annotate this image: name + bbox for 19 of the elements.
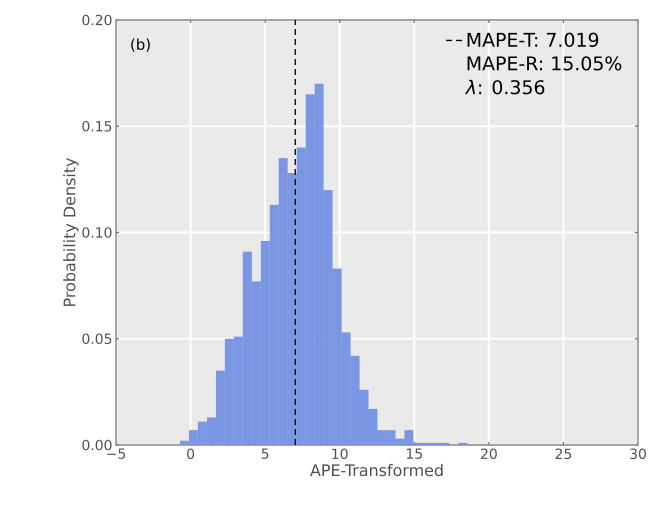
x-tick-label: 30 — [630, 448, 646, 460]
y-tick-label: 0.00 — [82, 440, 112, 450]
x-tick-label: 15 — [406, 448, 422, 459]
x-axis-title: APE-Transformed — [310, 464, 443, 476]
y-tick-label: 0.10 — [82, 227, 112, 238]
x-tick-label: 20 — [481, 448, 497, 460]
annotation: MAPE-R: 15.05% — [468, 56, 622, 71]
annotation: λ: 0.356 — [464, 80, 544, 94]
y-tick-label: 0.15 — [82, 120, 112, 132]
x-tick-label: 0 — [187, 448, 194, 460]
x-tick-label: −5 — [107, 448, 126, 459]
annotation: (b) — [131, 38, 150, 52]
y-axis-title: Probability Density — [63, 158, 79, 306]
y-tick-label: 0.05 — [82, 333, 112, 344]
x-tick-label: 10 — [332, 448, 348, 460]
ref-line-label: MAPE-T: 7.019 — [468, 32, 598, 47]
x-tick-label: 5 — [262, 448, 268, 459]
y-tick-label: 0.20 — [82, 14, 112, 26]
x-tick-label: 25 — [556, 448, 572, 460]
